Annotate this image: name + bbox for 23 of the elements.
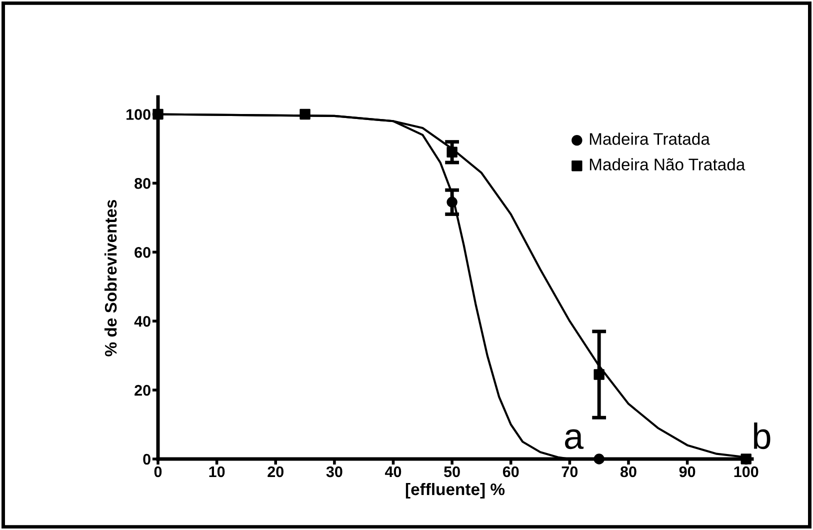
y-tick-label: 100 [126, 109, 150, 120]
legend-label: Madeira Tratada [590, 132, 710, 145]
x-tick-label: 70 [562, 466, 578, 478]
y-tick-label: 60 [134, 247, 150, 258]
y-tick-label: 40 [134, 316, 150, 327]
x-tick-label: 100 [734, 466, 758, 478]
x-tick-label: 0 [154, 466, 162, 478]
x-axis-title: [effluente] % [406, 482, 505, 498]
x-tick-label: 20 [268, 466, 284, 478]
y-axis-title: % de Sobreviventes [104, 200, 117, 356]
y-tick-label: 80 [134, 178, 150, 189]
x-tick-label: 90 [679, 466, 696, 478]
legend-label: Madeira Não Tratada [590, 158, 746, 170]
annotation: b [754, 422, 770, 450]
y-tick-label: 20 [134, 384, 150, 396]
y-tick-label: 0 [143, 454, 150, 465]
x-tick-label: 50 [444, 466, 460, 478]
x-tick-label: 10 [209, 466, 225, 478]
annotation: a [565, 429, 584, 450]
x-tick-label: 30 [326, 466, 342, 478]
x-tick-label: 60 [502, 466, 519, 478]
x-tick-label: 40 [384, 466, 402, 478]
x-tick-label: 80 [620, 466, 636, 478]
